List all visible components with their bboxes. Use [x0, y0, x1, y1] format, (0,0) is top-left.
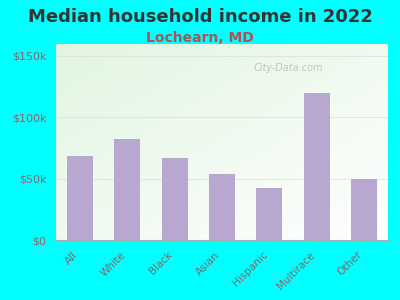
- Bar: [67, 157, 93, 240]
- Bar: [209, 174, 235, 240]
- Bar: [114, 139, 140, 240]
- Bar: [304, 93, 330, 240]
- Text: Median household income in 2022: Median household income in 2022: [28, 8, 372, 26]
- Text: City-Data.com: City-Data.com: [254, 63, 323, 73]
- Bar: [162, 158, 188, 240]
- Bar: [351, 178, 377, 240]
- Bar: [256, 188, 282, 240]
- Text: Lochearn, MD: Lochearn, MD: [146, 32, 254, 46]
